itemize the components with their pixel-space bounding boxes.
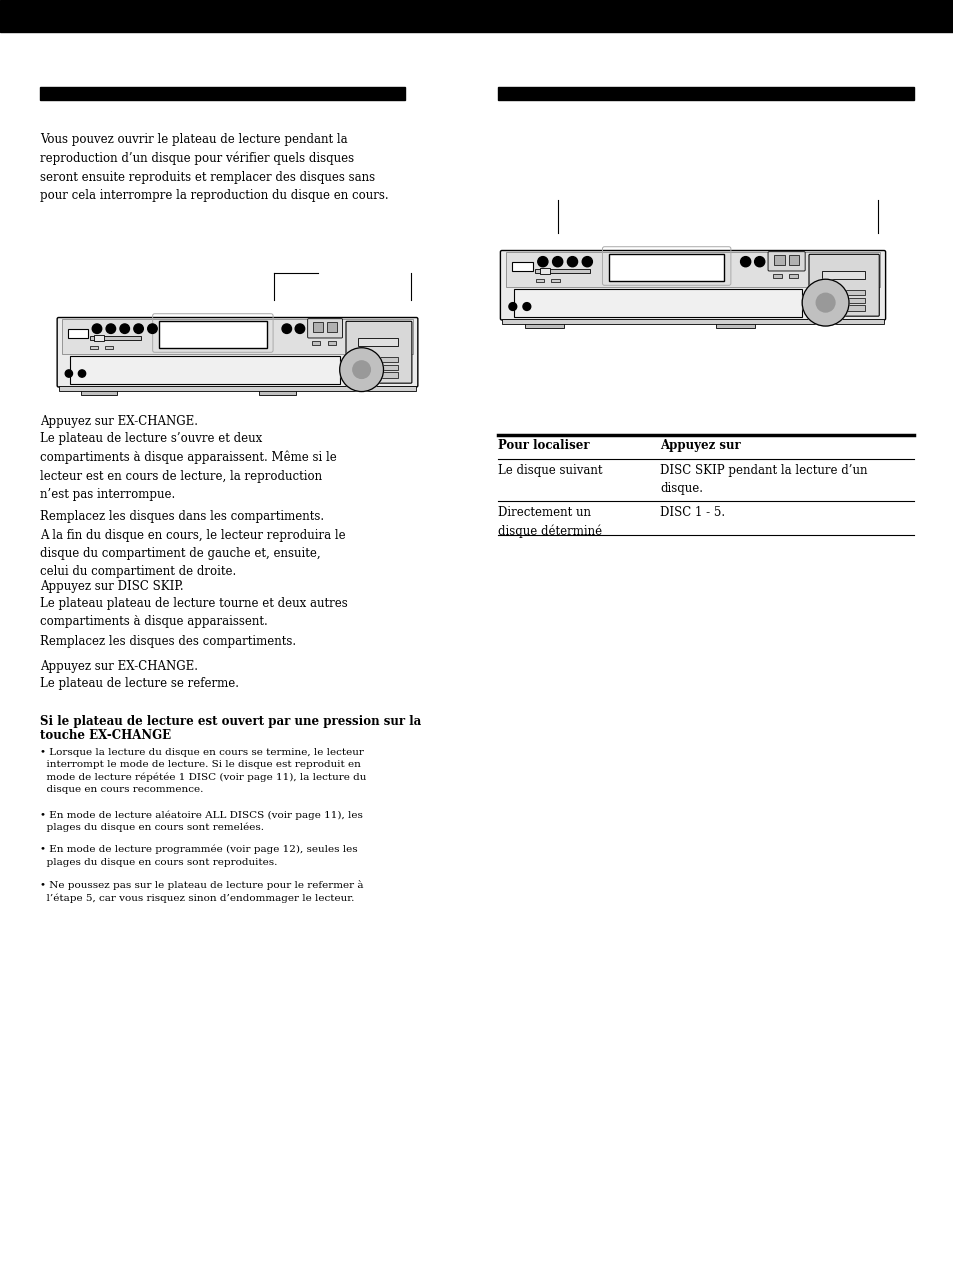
Circle shape: [508, 303, 517, 311]
Circle shape: [816, 293, 834, 312]
Text: Appuyez sur EX-CHANGE.: Appuyez sur EX-CHANGE.: [40, 415, 198, 428]
Text: Appuyez sur: Appuyez sur: [659, 440, 740, 452]
Bar: [0, 0, 953, 32]
Bar: [505, 252, 880, 287]
Bar: [609, 255, 723, 282]
Bar: [80, 387, 117, 395]
Text: Remplacez les disques dans les compartiments.
A la fin du disque en cours, le le: Remplacez les disques dans les compartim…: [40, 510, 345, 578]
Bar: [539, 269, 549, 274]
Text: • Lorsque la lecture du disque en cours se termine, le lecteur
  interrompt le m: • Lorsque la lecture du disque en cours …: [40, 748, 366, 794]
Bar: [525, 320, 564, 327]
Bar: [821, 306, 863, 311]
Bar: [501, 318, 883, 324]
Circle shape: [120, 324, 130, 334]
Bar: [357, 372, 397, 377]
Text: Appuyez sur DISC SKIP.: Appuyez sur DISC SKIP.: [40, 580, 183, 592]
Bar: [821, 270, 863, 279]
Text: • Ne poussez pas sur le plateau de lecture pour le refermer à
  l’étape 5, car v: • Ne poussez pas sur le plateau de lectu…: [40, 880, 363, 903]
Bar: [821, 290, 863, 296]
Circle shape: [754, 256, 764, 266]
Circle shape: [133, 324, 143, 334]
Text: Appuyez sur EX-CHANGE.: Appuyez sur EX-CHANGE.: [40, 660, 198, 673]
Bar: [357, 357, 397, 362]
Circle shape: [567, 256, 577, 266]
Bar: [68, 329, 88, 338]
FancyBboxPatch shape: [57, 317, 417, 387]
Bar: [357, 338, 397, 345]
Bar: [327, 341, 335, 344]
Circle shape: [581, 256, 592, 266]
Bar: [511, 261, 533, 271]
Circle shape: [294, 324, 304, 334]
Bar: [357, 364, 397, 369]
Bar: [536, 279, 544, 283]
Text: • En mode de lecture aléatoire ALL DISCS (voir page 11), les
  plages du disque : • En mode de lecture aléatoire ALL DISCS…: [40, 810, 362, 832]
Bar: [497, 87, 913, 99]
Bar: [716, 320, 755, 327]
Circle shape: [522, 303, 530, 311]
Text: Remplacez les disques des compartiments.: Remplacez les disques des compartiments.: [40, 634, 295, 648]
Bar: [772, 274, 781, 278]
Circle shape: [353, 361, 370, 378]
Bar: [94, 335, 104, 341]
Bar: [788, 255, 799, 265]
Bar: [91, 345, 98, 349]
Circle shape: [65, 369, 72, 377]
Bar: [551, 279, 559, 283]
Bar: [159, 321, 267, 348]
Bar: [513, 289, 801, 317]
Text: • En mode de lecture programmée (voir page 12), seules les
  plages du disque en: • En mode de lecture programmée (voir pa…: [40, 845, 357, 866]
Circle shape: [148, 324, 157, 334]
Bar: [312, 341, 320, 344]
Circle shape: [801, 279, 848, 326]
Circle shape: [106, 324, 115, 334]
FancyBboxPatch shape: [308, 318, 342, 338]
Bar: [788, 274, 797, 278]
Text: Pour localiser: Pour localiser: [497, 440, 589, 452]
Bar: [535, 269, 589, 274]
Text: Le plateau de lecture s’ouvre et deux
compartiments à disque apparaissent. Même : Le plateau de lecture s’ouvre et deux co…: [40, 432, 336, 501]
Circle shape: [537, 256, 547, 266]
Circle shape: [282, 324, 292, 334]
Text: Directement un
disque déterminé: Directement un disque déterminé: [497, 506, 601, 538]
Text: Si le plateau de lecture est ouvert par une pression sur la: Si le plateau de lecture est ouvert par …: [40, 715, 421, 727]
Bar: [62, 318, 413, 354]
FancyBboxPatch shape: [346, 321, 412, 383]
FancyBboxPatch shape: [767, 252, 804, 271]
Text: Vous pouvez ouvrir le plateau de lecture pendant la
reproduction d’un disque pou: Vous pouvez ouvrir le plateau de lecture…: [40, 132, 388, 203]
Bar: [40, 87, 405, 99]
Bar: [58, 386, 416, 391]
Circle shape: [740, 256, 750, 266]
Text: DISC SKIP pendant la lecture d’un
disque.: DISC SKIP pendant la lecture d’un disque…: [659, 464, 866, 496]
Circle shape: [339, 348, 383, 391]
Bar: [821, 298, 863, 303]
Bar: [773, 255, 783, 265]
Text: Le plateau de lecture se referme.: Le plateau de lecture se referme.: [40, 676, 239, 691]
Text: DISC 1 - 5.: DISC 1 - 5.: [659, 506, 724, 519]
Bar: [90, 336, 141, 340]
Bar: [259, 387, 295, 395]
FancyBboxPatch shape: [500, 251, 884, 320]
Circle shape: [92, 324, 102, 334]
Circle shape: [552, 256, 562, 266]
Bar: [313, 322, 323, 331]
Bar: [105, 345, 112, 349]
Text: Le plateau plateau de lecture tourne et deux autres
compartiments à disque appar: Le plateau plateau de lecture tourne et …: [40, 598, 348, 628]
Bar: [327, 322, 336, 331]
FancyBboxPatch shape: [808, 255, 879, 316]
Circle shape: [78, 369, 86, 377]
Text: touche EX-CHANGE: touche EX-CHANGE: [40, 729, 171, 741]
Text: Le disque suivant: Le disque suivant: [497, 464, 602, 476]
Bar: [70, 355, 339, 383]
